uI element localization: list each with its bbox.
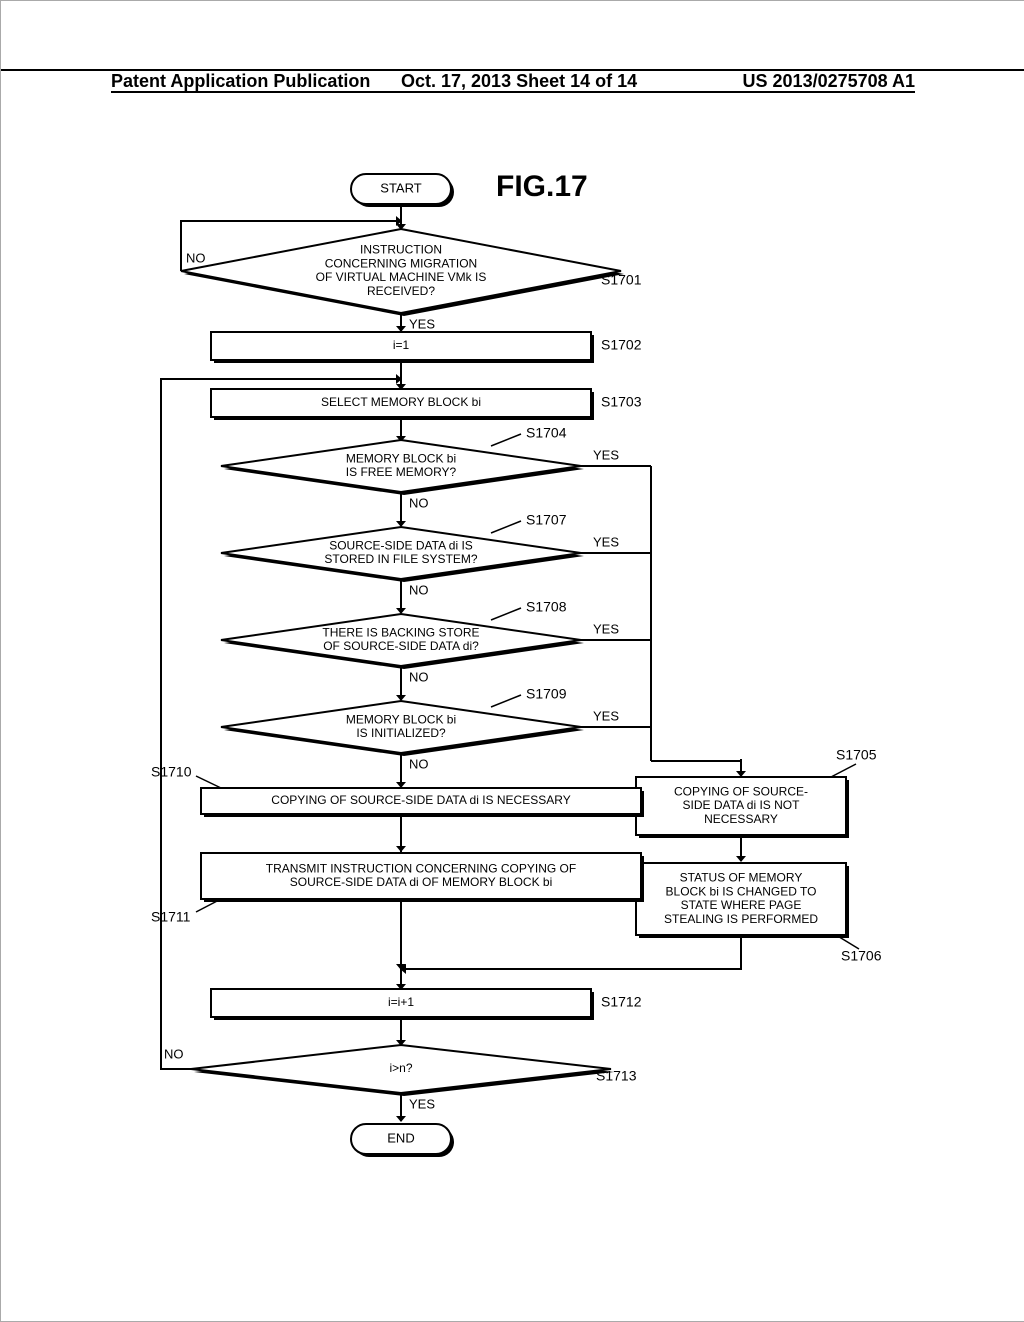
header-rule bbox=[111, 91, 915, 93]
svg-text:STORED IN FILE SYSTEM?: STORED IN FILE SYSTEM? bbox=[324, 552, 477, 566]
svg-text:S1708: S1708 bbox=[526, 599, 567, 615]
svg-text:S1702: S1702 bbox=[601, 337, 642, 353]
svg-text:YES: YES bbox=[593, 708, 619, 723]
svg-text:IS INITIALIZED?: IS INITIALIZED? bbox=[356, 726, 446, 740]
svg-text:S1711: S1711 bbox=[151, 909, 191, 925]
svg-text:S1709: S1709 bbox=[526, 686, 567, 702]
svg-text:SELECT MEMORY BLOCK bi: SELECT MEMORY BLOCK bi bbox=[321, 395, 481, 409]
svg-text:BLOCK bi IS CHANGED TO: BLOCK bi IS CHANGED TO bbox=[666, 884, 817, 898]
page: Patent Application Publication Oct. 17, … bbox=[0, 0, 1024, 1322]
svg-text:END: END bbox=[387, 1130, 414, 1145]
svg-text:S1707: S1707 bbox=[526, 512, 567, 528]
header-left: Patent Application Publication bbox=[111, 71, 370, 92]
svg-text:YES: YES bbox=[593, 447, 619, 462]
svg-text:COPYING OF SOURCE-: COPYING OF SOURCE- bbox=[674, 784, 808, 798]
svg-text:i=1: i=1 bbox=[393, 338, 410, 352]
flowchart: FIG.17 START INSTRUCTIONCONCERNING MIGRATI… bbox=[151, 161, 881, 1221]
svg-text:S1705: S1705 bbox=[836, 747, 877, 763]
svg-text:TRANSMIT INSTRUCTION CONCERNIN: TRANSMIT INSTRUCTION CONCERNING COPYING … bbox=[266, 861, 576, 875]
svg-text:OF VIRTUAL MACHINE VMk IS: OF VIRTUAL MACHINE VMk IS bbox=[316, 270, 487, 284]
svg-text:S1713: S1713 bbox=[596, 1068, 637, 1084]
svg-text:COPYING OF SOURCE-SIDE DATA di: COPYING OF SOURCE-SIDE DATA di IS NECESS… bbox=[271, 793, 570, 807]
svg-text:YES: YES bbox=[593, 621, 619, 636]
svg-text:MEMORY BLOCK bi: MEMORY BLOCK bi bbox=[346, 712, 456, 726]
svg-text:S1712: S1712 bbox=[601, 994, 642, 1010]
svg-text:SOURCE-SIDE DATA di OF MEMORY: SOURCE-SIDE DATA di OF MEMORY BLOCK bi bbox=[290, 875, 553, 889]
svg-text:NO: NO bbox=[409, 756, 429, 771]
svg-text:NO: NO bbox=[164, 1046, 184, 1061]
svg-text:RECEIVED?: RECEIVED? bbox=[367, 284, 435, 298]
header-center: Oct. 17, 2013 Sheet 14 of 14 bbox=[401, 71, 637, 92]
svg-text:YES: YES bbox=[593, 534, 619, 549]
svg-text:NO: NO bbox=[409, 495, 429, 510]
svg-text:S1710: S1710 bbox=[151, 764, 192, 780]
svg-text:NO: NO bbox=[409, 669, 429, 684]
svg-text:START: START bbox=[380, 180, 421, 195]
svg-text:SIDE DATA di IS NOT: SIDE DATA di IS NOT bbox=[683, 798, 801, 812]
svg-text:STATUS OF MEMORY: STATUS OF MEMORY bbox=[680, 870, 803, 884]
svg-text:S1704: S1704 bbox=[526, 425, 567, 441]
svg-text:NO: NO bbox=[409, 582, 429, 597]
svg-text:IS FREE MEMORY?: IS FREE MEMORY? bbox=[346, 465, 457, 479]
svg-text:i>n?: i>n? bbox=[389, 1061, 412, 1075]
svg-text:STEALING IS PERFORMED: STEALING IS PERFORMED bbox=[664, 912, 818, 926]
svg-text:i=i+1: i=i+1 bbox=[388, 995, 414, 1009]
header-right: US 2013/0275708 A1 bbox=[743, 71, 915, 92]
svg-text:S1703: S1703 bbox=[601, 394, 642, 410]
svg-text:MEMORY BLOCK bi: MEMORY BLOCK bi bbox=[346, 451, 456, 465]
svg-text:NECESSARY: NECESSARY bbox=[704, 812, 778, 826]
svg-text:YES: YES bbox=[409, 1096, 435, 1111]
svg-text:CONCERNING MIGRATION: CONCERNING MIGRATION bbox=[325, 256, 477, 270]
svg-text:YES: YES bbox=[409, 316, 435, 331]
svg-text:NO: NO bbox=[186, 250, 206, 265]
svg-text:SOURCE-SIDE DATA di IS: SOURCE-SIDE DATA di IS bbox=[329, 538, 473, 552]
svg-text:S1701: S1701 bbox=[601, 272, 642, 288]
svg-text:OF SOURCE-SIDE DATA di?: OF SOURCE-SIDE DATA di? bbox=[323, 639, 479, 653]
svg-text:THERE IS BACKING STORE: THERE IS BACKING STORE bbox=[322, 625, 479, 639]
svg-text:S1706: S1706 bbox=[841, 948, 881, 964]
svg-text:FIG.17: FIG.17 bbox=[496, 170, 588, 203]
svg-text:STATE WHERE PAGE: STATE WHERE PAGE bbox=[681, 898, 802, 912]
svg-text:INSTRUCTION: INSTRUCTION bbox=[360, 242, 442, 256]
